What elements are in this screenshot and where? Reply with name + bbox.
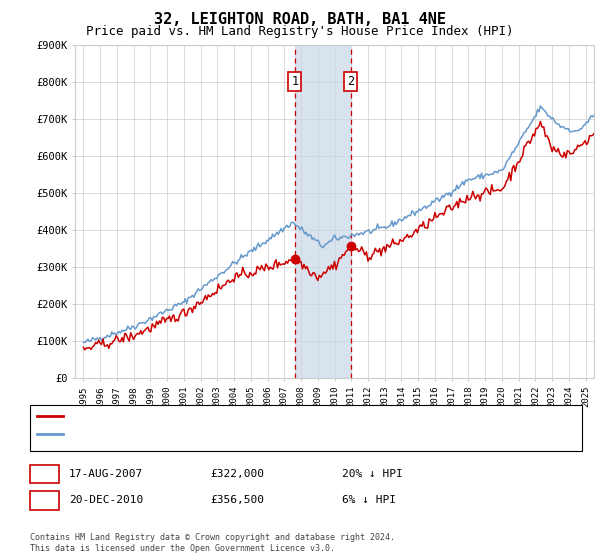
Text: £356,500: £356,500 <box>210 495 264 505</box>
Text: HPI: Average price, detached house, Bath and North East Somerset: HPI: Average price, detached house, Bath… <box>67 429 467 439</box>
Text: 2: 2 <box>41 493 48 507</box>
Bar <box>295 45 351 378</box>
Text: 2: 2 <box>347 76 355 88</box>
Text: 17-AUG-2007: 17-AUG-2007 <box>69 469 143 479</box>
Text: 6% ↓ HPI: 6% ↓ HPI <box>342 495 396 505</box>
Text: 32, LEIGHTON ROAD, BATH, BA1 4NE (detached house): 32, LEIGHTON ROAD, BATH, BA1 4NE (detach… <box>67 411 373 421</box>
Text: 20-DEC-2010: 20-DEC-2010 <box>69 495 143 505</box>
Text: 20% ↓ HPI: 20% ↓ HPI <box>342 469 403 479</box>
Text: 1: 1 <box>41 467 48 480</box>
Text: 32, LEIGHTON ROAD, BATH, BA1 4NE: 32, LEIGHTON ROAD, BATH, BA1 4NE <box>154 12 446 27</box>
Text: 1: 1 <box>291 76 298 88</box>
Text: £322,000: £322,000 <box>210 469 264 479</box>
Text: Price paid vs. HM Land Registry's House Price Index (HPI): Price paid vs. HM Land Registry's House … <box>86 25 514 38</box>
Text: Contains HM Land Registry data © Crown copyright and database right 2024.
This d: Contains HM Land Registry data © Crown c… <box>30 533 395 553</box>
